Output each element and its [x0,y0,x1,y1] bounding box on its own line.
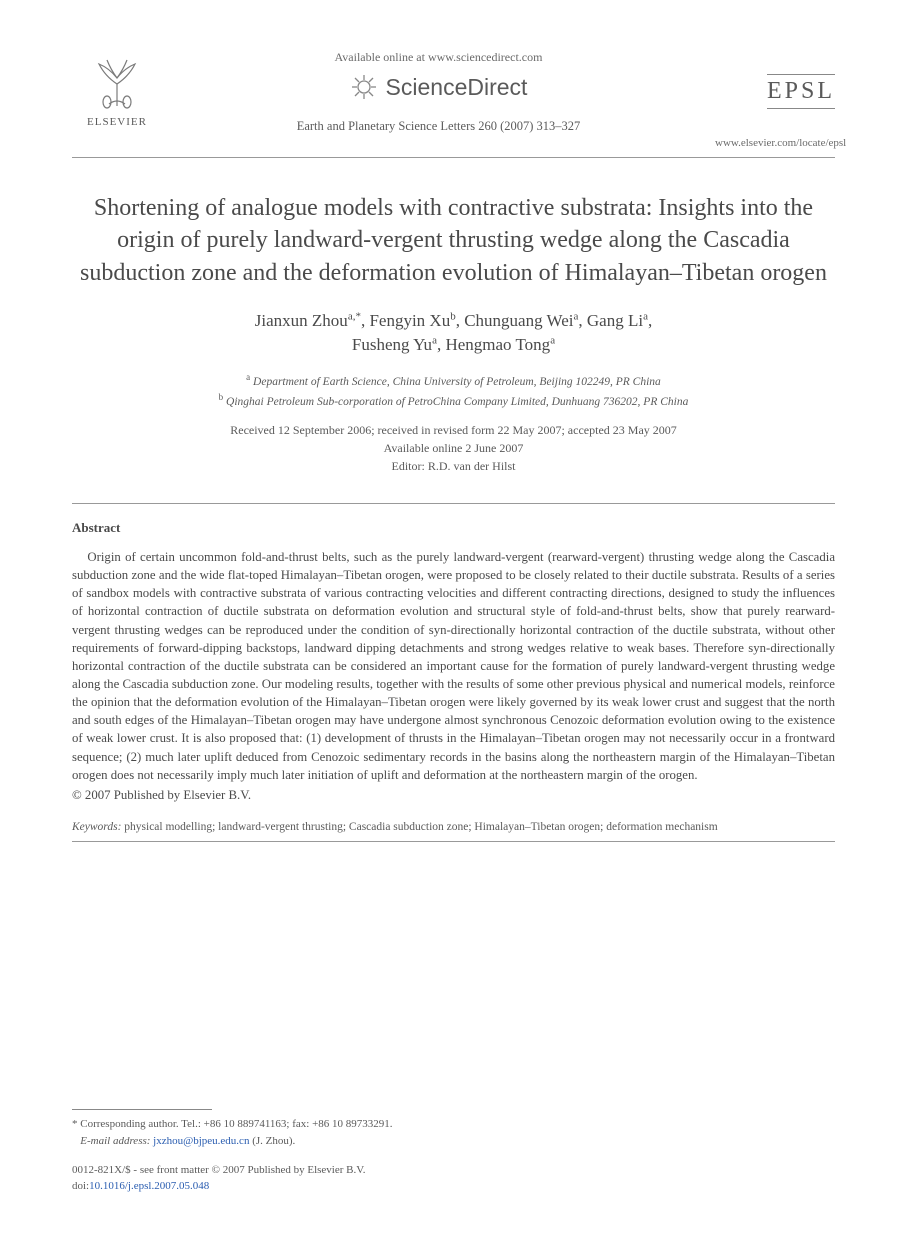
affiliations: a Department of Earth Science, China Uni… [72,371,835,411]
epsl-block: EPSL www.elsevier.com/locate/epsl [715,48,835,149]
author: , Gang Li [578,311,643,330]
author-list: Jianxun Zhoua,*, Fengyin Xub, Chunguang … [72,309,835,357]
email-label: E-mail address: [80,1135,150,1147]
sep: , [648,311,652,330]
footnote-rule [72,1109,212,1110]
available-date: Available online 2 June 2007 [384,441,524,455]
author: , Fengyin Xu [361,311,450,330]
keywords-text: physical modelling; landward-vergent thr… [124,821,717,833]
header-rule [72,157,835,158]
header: ELSEVIER Available online at www.science… [72,48,835,149]
keywords-label: Keywords: [72,821,121,833]
abstract-top-rule [72,503,835,504]
available-online-text: Available online at www.sciencedirect.co… [162,50,715,65]
journal-reference: Earth and Planetary Science Letters 260 … [162,119,715,134]
sciencedirect-icon [350,73,378,101]
keywords-bottom-rule [72,841,835,842]
publication-info: 0012-821X/$ - see front matter © 2007 Pu… [72,1163,835,1194]
elsevier-label: ELSEVIER [87,116,147,128]
affiliation-a: Department of Earth Science, China Unive… [253,376,661,388]
corr-text: Corresponding author. Tel.: +86 10 88974… [80,1118,392,1130]
epsl-logo: EPSL [767,74,835,109]
author: Fusheng Yu [352,335,432,354]
email-author: (J. Zhou). [252,1135,295,1147]
footer: * Corresponding author. Tel.: +86 10 889… [72,1109,835,1194]
author: Jianxun Zhou [255,311,348,330]
editor-line: Editor: R.D. van der Hilst [392,459,516,473]
article-title: Shortening of analogue models with contr… [72,192,835,289]
keywords-line: Keywords: physical modelling; landward-v… [72,821,835,833]
email-link[interactable]: jxzhou@bjpeu.edu.cn [153,1135,249,1147]
author: , Hengmao Tong [437,335,550,354]
affiliation-b: Qinghai Petroleum Sub-corporation of Pet… [226,396,688,408]
journal-url: www.elsevier.com/locate/epsl [715,137,835,149]
abstract-heading: Abstract [72,520,835,536]
article-dates: Received 12 September 2006; received in … [72,421,835,475]
elsevier-tree-icon [85,48,149,112]
copyright-line: © 2007 Published by Elsevier B.V. [72,788,835,803]
sciencedirect-brand: ScienceDirect [162,73,715,101]
doi-prefix: doi: [72,1180,89,1192]
doi-link[interactable]: 10.1016/j.epsl.2007.05.048 [89,1180,209,1192]
header-center: Available online at www.sciencedirect.co… [162,48,715,134]
sciencedirect-text: ScienceDirect [386,74,528,101]
elsevier-logo-block: ELSEVIER [72,48,162,128]
front-matter: 0012-821X/$ - see front matter © 2007 Pu… [72,1164,366,1176]
affil-sup: a [550,334,555,346]
corresponding-footnote: * Corresponding author. Tel.: +86 10 889… [72,1116,835,1149]
received-date: Received 12 September 2006; received in … [230,423,677,437]
abstract-body: Origin of certain uncommon fold-and-thru… [72,548,835,784]
author: , Chunguang Wei [456,311,574,330]
